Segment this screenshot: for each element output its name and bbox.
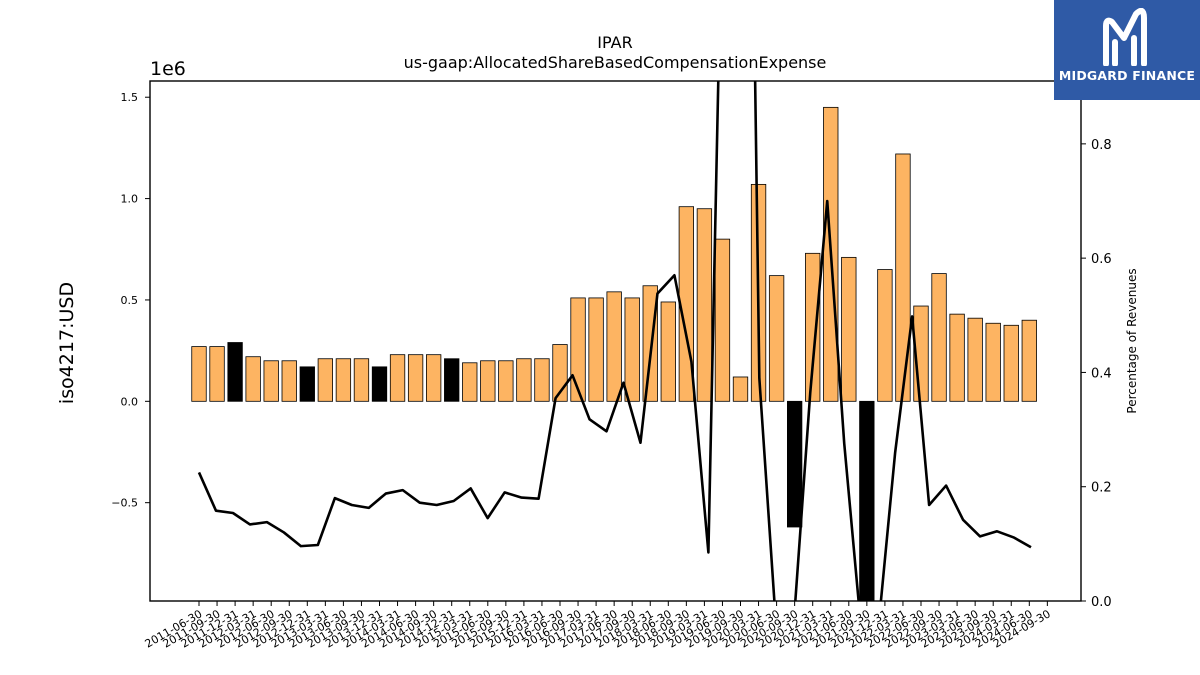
- bar: [859, 400, 875, 601]
- bar: [588, 297, 604, 402]
- brand-logo: MIDGARD FINANCE: [1054, 0, 1200, 100]
- bar: [516, 358, 532, 402]
- bar: [191, 346, 207, 402]
- y-axis-ticks: −0.5 0.0 0.5 1.0 1.5: [111, 91, 150, 510]
- bar: [1003, 324, 1019, 402]
- bar: [425, 354, 442, 402]
- x-axis-ticks: 2011-06-302011-09-302011-12-312012-03-31…: [143, 601, 1053, 651]
- bar: [335, 358, 352, 402]
- bar: [389, 354, 406, 402]
- bar: [696, 208, 713, 402]
- bar: [768, 275, 785, 402]
- bar: [317, 358, 334, 402]
- y2-tick-label: 0.8: [1091, 138, 1112, 153]
- y2-axis-ticks: 0.0 0.2 0.4 0.6 0.8: [1081, 138, 1112, 610]
- bar: [660, 301, 676, 402]
- bar: [570, 297, 586, 402]
- midgard-logo-icon: [1103, 8, 1147, 66]
- y-tick-label: 1.5: [121, 91, 139, 104]
- bar: [895, 153, 911, 402]
- bar: [299, 366, 315, 402]
- y2-tick-label: 0.4: [1091, 366, 1112, 381]
- logo-text: MIDGARD FINANCE: [1058, 68, 1196, 83]
- bar: [967, 317, 983, 402]
- y-tick-label: −0.5: [111, 497, 138, 510]
- bar: [949, 313, 965, 402]
- y2-tick-label: 0.6: [1091, 252, 1112, 267]
- bar: [877, 269, 893, 402]
- y-tick-label: 1.0: [121, 193, 139, 206]
- y-tick-label: 0.5: [121, 294, 139, 307]
- bar: [245, 356, 261, 402]
- bar: [1021, 319, 1037, 402]
- bar: [714, 238, 731, 402]
- y-tick-label: 0.0: [121, 395, 139, 408]
- bar: [606, 291, 622, 402]
- bar: [498, 360, 514, 402]
- bar: [462, 362, 478, 402]
- bar: [209, 346, 225, 402]
- bar: [263, 360, 279, 402]
- y2-axis-label: Percentage of Revenues: [1125, 268, 1139, 413]
- bar: [985, 322, 1001, 402]
- bar: [371, 366, 388, 402]
- plot-frame: [149, 80, 1082, 602]
- y2-tick-label: 0.2: [1091, 481, 1112, 496]
- bar: [534, 358, 550, 402]
- bar: [624, 297, 640, 402]
- bar: [227, 342, 243, 402]
- line-series: [197, 81, 1032, 601]
- bar-series: [191, 106, 1037, 601]
- bar: [407, 354, 424, 402]
- bar: [444, 358, 460, 402]
- chart-title: IPAR: [597, 33, 632, 52]
- chart-subtitle: us-gaap:AllocatedShareBasedCompensationE…: [404, 53, 827, 72]
- bar: [931, 273, 947, 402]
- bar: [841, 256, 857, 402]
- bar: [353, 358, 370, 402]
- line-path: [197, 81, 1032, 601]
- y-scale-label: 1e6: [150, 58, 186, 80]
- bar: [281, 360, 297, 402]
- bar: [480, 360, 496, 402]
- bar: [732, 376, 749, 402]
- bar: [787, 400, 803, 528]
- y2-tick-label: 0.0: [1091, 595, 1112, 610]
- y-axis-label: iso4217:USD: [56, 282, 78, 404]
- bar: [805, 252, 821, 402]
